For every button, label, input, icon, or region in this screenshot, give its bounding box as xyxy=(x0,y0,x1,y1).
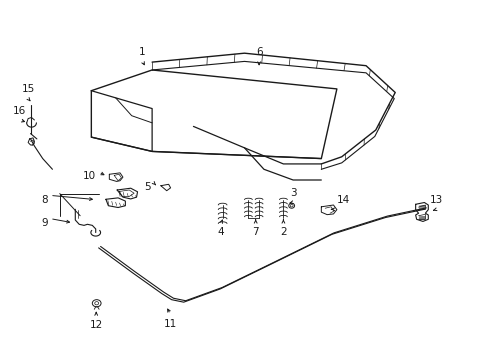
Text: 8: 8 xyxy=(41,195,47,204)
Text: 10: 10 xyxy=(83,171,96,181)
Text: 2: 2 xyxy=(280,227,286,237)
Text: 3: 3 xyxy=(289,188,296,198)
Text: 15: 15 xyxy=(21,84,35,94)
Text: 9: 9 xyxy=(41,218,47,228)
Text: 14: 14 xyxy=(336,195,349,205)
Text: 11: 11 xyxy=(163,319,177,329)
Text: 13: 13 xyxy=(429,195,442,205)
Text: 12: 12 xyxy=(89,320,102,330)
Text: 7: 7 xyxy=(252,227,259,237)
Text: 4: 4 xyxy=(217,227,224,237)
Text: 1: 1 xyxy=(139,47,145,57)
Text: 16: 16 xyxy=(13,106,26,116)
Text: 6: 6 xyxy=(255,47,262,57)
Text: 5: 5 xyxy=(144,182,151,192)
